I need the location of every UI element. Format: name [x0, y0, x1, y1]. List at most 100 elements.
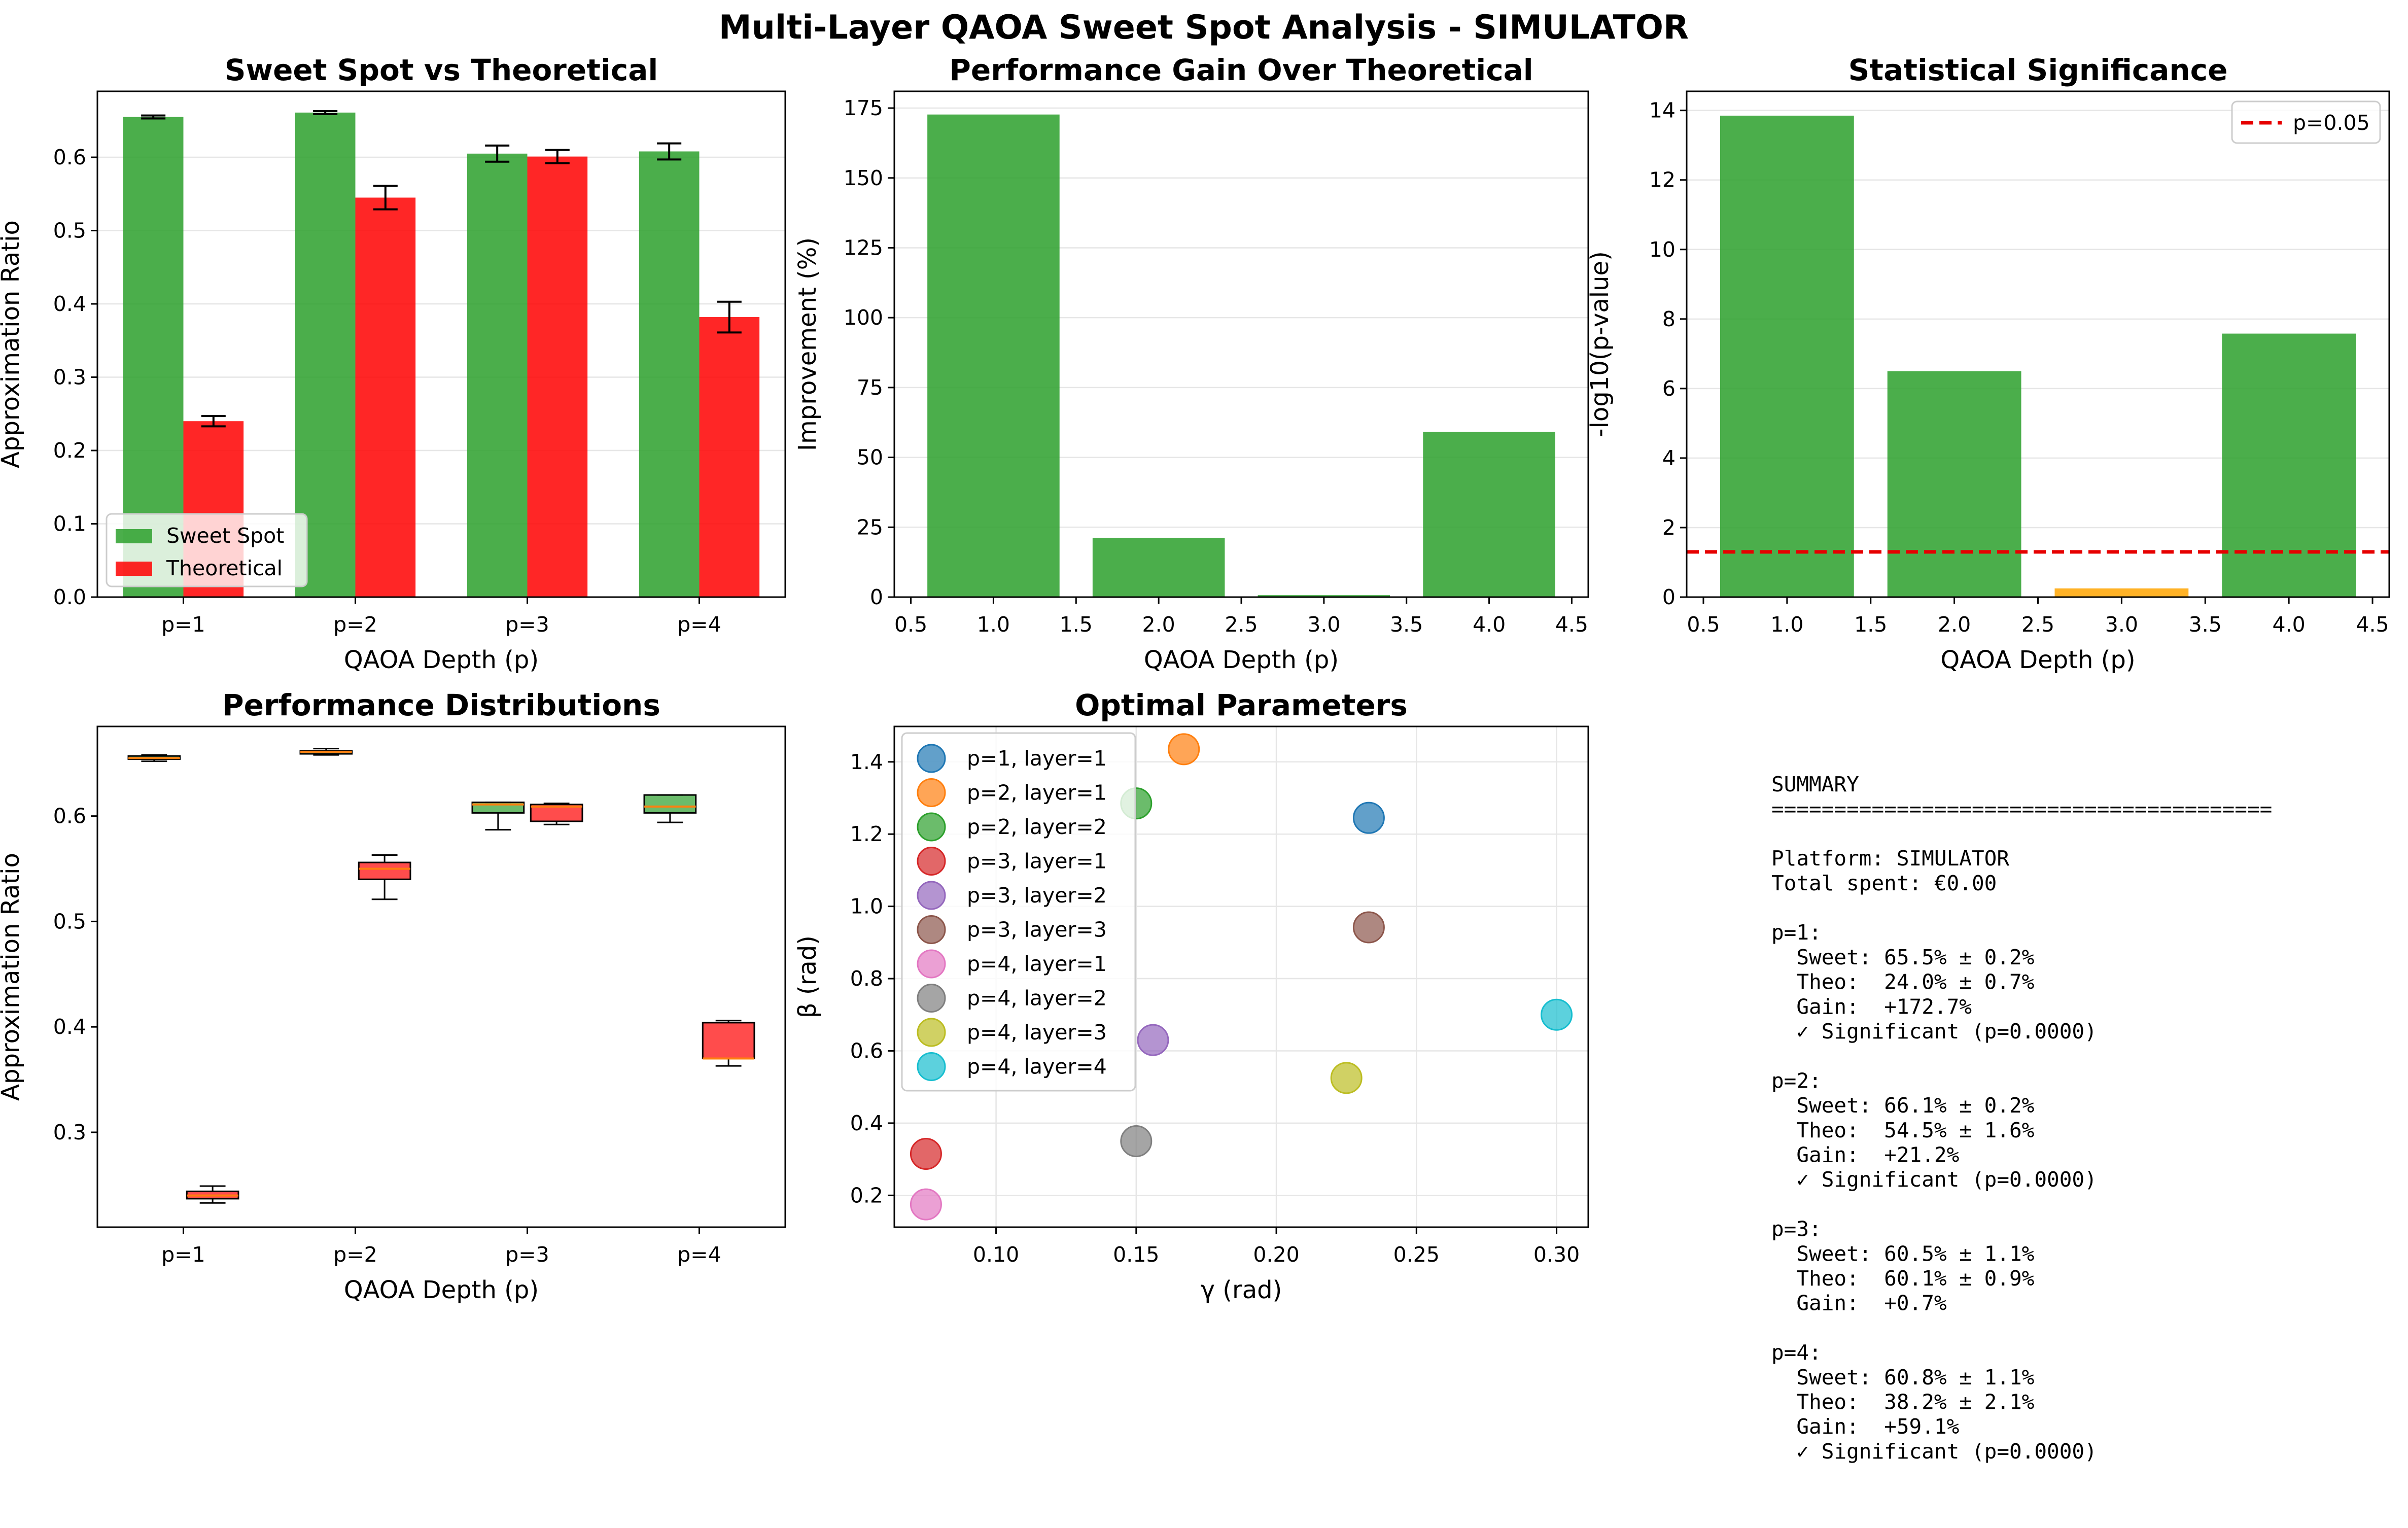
y-tick-label: 1.4 — [850, 750, 883, 774]
bar-sweet-spot — [639, 151, 700, 597]
x-tick-label: p=3 — [505, 1242, 549, 1267]
y-tick-label: 175 — [844, 96, 883, 120]
y-tick-label: 0.2 — [53, 438, 86, 463]
scatter-point — [1137, 1024, 1169, 1056]
x-tick-label: 3.5 — [2189, 612, 2222, 637]
x-tick-label: 1.5 — [1060, 612, 1093, 637]
bar — [2222, 333, 2356, 597]
legend-entry: p=4, layer=3 — [967, 1020, 1107, 1045]
legend-entry: p=2, layer=1 — [967, 781, 1107, 805]
summary-line: p=3: — [1771, 1217, 1822, 1241]
legend-marker — [917, 778, 946, 807]
summary-line: ✓ Significant (p=0.0000) — [1771, 1019, 2097, 1044]
x-tick-label: 2.0 — [1938, 612, 1971, 637]
x-tick-label: 0.20 — [1253, 1242, 1299, 1267]
legend-marker — [917, 1052, 946, 1081]
legend-entry: Sweet Spot — [166, 524, 284, 548]
y-tick-label: 125 — [844, 235, 883, 260]
legend-swatch — [116, 529, 152, 543]
x-tick-label: 2.0 — [1142, 612, 1175, 637]
bar-theoretical — [355, 197, 416, 597]
legend-marker — [917, 881, 946, 910]
summary-line: ======================================== — [1771, 797, 2272, 821]
x-tick-label: 1.0 — [1770, 612, 1803, 637]
summary-line: Sweet: 66.1% ± 0.2% — [1771, 1093, 2035, 1118]
legend-entry: p=2, layer=2 — [967, 815, 1107, 839]
panel-title: Performance Distributions — [222, 688, 660, 722]
scatter-point — [1168, 733, 1200, 766]
y-tick-label: 8 — [1662, 307, 1676, 331]
x-axis-label: QAOA Depth (p) — [344, 646, 539, 674]
legend-entry: p=0.05 — [2293, 111, 2370, 135]
legend-entry: p=4, layer=4 — [967, 1055, 1107, 1079]
figure-suptitle: Multi-Layer QAOA Sweet Spot Analysis - S… — [719, 9, 1689, 47]
y-tick-label: 1.2 — [850, 822, 883, 846]
y-tick-label: 100 — [844, 305, 883, 330]
bar — [1887, 371, 2021, 597]
bar-theoretical — [527, 156, 588, 598]
x-tick-label: 0.15 — [1113, 1242, 1159, 1267]
panel-performance-distributions: 0.3 0.4 0.5 0.6 p=1 p=2 p=3 p=4 Performance Dist… — [0, 688, 786, 1304]
bar-theoretical — [699, 317, 760, 597]
legend-marker — [917, 949, 946, 979]
axes-frame — [893, 725, 1589, 1228]
scatter-point — [1330, 1062, 1363, 1094]
y-axis-label: -log10(p-value) — [1586, 251, 1614, 437]
y-tick-label: 0.4 — [53, 292, 86, 316]
x-tick-label: 4.5 — [2356, 612, 2389, 637]
y-tick-label: 75 — [857, 375, 883, 400]
bar-sweet-spot — [467, 153, 528, 597]
axes-frame — [96, 90, 786, 598]
scatter-point — [1541, 998, 1573, 1031]
x-tick-label: 1.0 — [977, 612, 1010, 637]
y-tick-label: 10 — [1649, 237, 1676, 262]
legend-marker — [917, 744, 946, 773]
y-tick-label: 1.0 — [850, 894, 883, 919]
panel-statistical-significance: 0 2 4 6 8 10 12 14 0.5 1.0 1.5 2.0 2.5 3.0 3.5 4.0 4.5 p=… — [1586, 53, 2390, 674]
x-tick-label: 4.0 — [1473, 612, 1506, 637]
legend-entry: Theoretical — [166, 556, 283, 580]
bar — [1258, 595, 1390, 597]
panel-title: Performance Gain Over Theoretical — [949, 53, 1533, 87]
x-tick-label: 0.30 — [1533, 1242, 1580, 1267]
legend-marker — [917, 847, 946, 876]
summary-text-block: SUMMARY=================================… — [1771, 772, 2272, 1464]
scatter-point — [910, 1188, 942, 1221]
y-tick-label: 0 — [870, 585, 883, 609]
x-axis-label: QAOA Depth (p) — [1144, 646, 1339, 674]
x-tick-label: 0.25 — [1393, 1242, 1440, 1267]
y-tick-label: 0.6 — [850, 1038, 883, 1063]
summary-line: ✓ Significant (p=0.0000) — [1771, 1167, 2097, 1192]
bar — [1720, 115, 1854, 597]
y-axis-label: β (rad) — [793, 935, 822, 1018]
y-tick-label: 6 — [1662, 376, 1676, 401]
panel-performance-gain: 0 25 50 75 100 125 150 175 0.5 1.0 1.5 2.0 2.5 3.0 3.5… — [793, 53, 1589, 674]
y-axis-label: Approximation Ratio — [0, 853, 25, 1101]
summary-line: Sweet: 60.5% ± 1.1% — [1771, 1241, 2035, 1266]
x-tick-label: p=1 — [161, 1242, 205, 1267]
y-tick-label: 0.1 — [53, 512, 86, 536]
legend-entry: p=4, layer=2 — [967, 986, 1107, 1011]
box-sweet-spot — [643, 794, 697, 814]
x-tick-label: 3.5 — [1390, 612, 1423, 637]
x-tick-label: 0.5 — [1687, 612, 1720, 637]
x-tick-label: 1.5 — [1854, 612, 1887, 637]
panel-sweet-vs-theoretical: 0.0 0.1 0.2 0.3 0.4 0.5 0.6 p=1 p=2 p=3 p=4 Sweet S… — [0, 53, 786, 674]
panel-title: Optimal Parameters — [1075, 688, 1408, 722]
x-tick-label: p=4 — [677, 1242, 721, 1267]
summary-line: Platform: SIMULATOR — [1771, 846, 2009, 871]
summary-line: Theo: 24.0% ± 0.7% — [1771, 970, 2035, 994]
summary-line: p=1: — [1771, 920, 1822, 945]
panel-title: Statistical Significance — [1848, 53, 2228, 87]
legend-box — [2231, 100, 2381, 144]
y-axis-label: Improvement (%) — [793, 237, 822, 451]
y-tick-label: 0.4 — [53, 1015, 86, 1039]
summary-line: Theo: 54.5% ± 1.6% — [1771, 1118, 2035, 1142]
summary-line: Gain: +59.1% — [1771, 1414, 1960, 1439]
summary-line: Gain: +0.7% — [1771, 1291, 1947, 1315]
legend-swatch — [116, 562, 152, 576]
y-tick-label: 12 — [1649, 168, 1676, 192]
y-tick-label: 0.6 — [53, 145, 86, 169]
summary-line: SUMMARY — [1771, 772, 1859, 796]
scatter-point — [1352, 802, 1385, 834]
